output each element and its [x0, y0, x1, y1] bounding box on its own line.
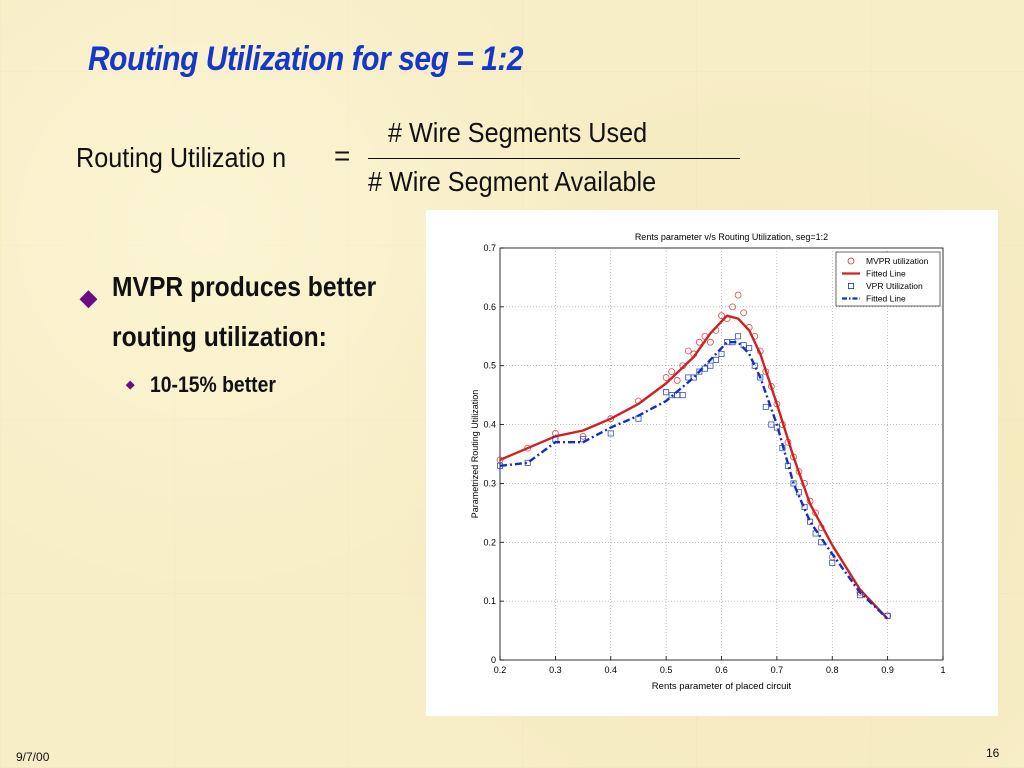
vpr-point: [712, 356, 719, 363]
x-tick-label: 0.8: [826, 665, 839, 675]
vpr-point: [679, 392, 686, 399]
x-tick-label: 0.9: [881, 665, 894, 675]
legend-entry: Fitted Line: [866, 269, 906, 279]
vpr-point: [607, 430, 614, 437]
x-tick-label: 1: [940, 665, 945, 675]
formula-lhs: Routing Utilizatio n: [76, 142, 287, 173]
footer-page-number: 16: [986, 746, 1000, 760]
sub-bullet-better-text: 10-15% better: [150, 372, 276, 397]
vpr-point: [735, 333, 742, 340]
y-axis-label: Parametrized Routing Utilization: [470, 390, 480, 519]
y-tick-label: 0: [491, 655, 496, 665]
vpr-point: [884, 612, 891, 619]
vpr-point: [690, 374, 697, 381]
y-tick-label: 0.1: [483, 596, 496, 606]
vpr-point: [762, 403, 769, 410]
formula-equals: =: [334, 140, 351, 171]
routing-utilization-formula: Routing Utilizatio n = # Wire Segments U…: [76, 114, 776, 204]
x-tick-label: 0.7: [771, 665, 784, 675]
mvpr-point: [729, 303, 736, 311]
legend-entry: MVPR utilization: [866, 256, 929, 266]
x-tick-label: 0.6: [715, 665, 728, 675]
x-tick-label: 0.4: [604, 665, 617, 675]
chart-panel: 0.2 0.3 0.4 0.5 0.6 0.7 0.8 0.9 1 0 0.1 0.2 0.3 0.4 0.…: [426, 210, 998, 716]
small-diamond-bullet-icon: ◆: [126, 379, 135, 391]
footer-date: 9/7/00: [16, 750, 50, 764]
mvpr-point: [695, 338, 703, 346]
sub-bullet-better: ◆ 10-15% better: [126, 372, 293, 398]
x-axis-label: Rents parameter of placed circuit: [652, 681, 792, 692]
vpr-point: [718, 350, 725, 357]
vpr-point: [746, 345, 753, 352]
mvpr-point: [718, 312, 725, 320]
x-tick-label: 0.5: [660, 665, 673, 675]
y-tick-label: 0.3: [483, 478, 496, 488]
bullet-mvpr-text: MVPR produces better routing utilization…: [112, 271, 377, 352]
mvpr-point: [734, 291, 742, 299]
legend-square-swatch: [847, 283, 854, 290]
series-line-1: [499, 314, 889, 620]
formula-numerator: # Wire Segments Used: [388, 117, 648, 148]
series-line-3: [499, 341, 889, 620]
purple-diamond-bullet-icon: ◆: [80, 285, 97, 310]
formula-denominator: # Wire Segment Available: [368, 166, 657, 197]
x-tick-label: 0.3: [549, 665, 562, 675]
vpr-point: [829, 559, 836, 566]
plot-area: [499, 247, 944, 661]
bullet-mvpr: ◆ MVPR produces better routing utilizati…: [80, 262, 420, 362]
mvpr-point: [740, 309, 748, 317]
mvpr-point: [673, 377, 681, 384]
formula-fraction-bar: [368, 158, 740, 159]
mvpr-point: [684, 347, 692, 355]
mvpr-point: [662, 374, 670, 381]
x-tick-label: 0.2: [494, 665, 507, 675]
mvpr-point: [668, 368, 676, 376]
vpr-point: [790, 480, 797, 487]
legend-circle-swatch: [847, 257, 855, 265]
legend-entry: Fitted Line: [866, 294, 906, 304]
mvpr-point: [707, 338, 714, 346]
y-tick-label: 0.6: [483, 302, 496, 312]
y-tick-label: 0.2: [483, 537, 496, 547]
chart-title: Rents parameter v/s Routing Utilization,…: [635, 232, 828, 242]
y-tick-label: 0.4: [483, 420, 496, 430]
vpr-point: [707, 362, 714, 369]
y-tick-label: 0.5: [483, 361, 496, 371]
legend-entry: VPR Utilization: [866, 281, 923, 291]
y-tick-label: 0.7: [483, 243, 496, 253]
mvpr-point: [607, 415, 615, 423]
slide-title: Routing Utilization for seg = 1:2: [88, 40, 524, 78]
utilization-chart: 0.2 0.3 0.4 0.5 0.6 0.7 0.8 0.9 1 0 0.1 0.2 0.3 0.4 0.…: [470, 232, 946, 692]
legend-box: [835, 251, 941, 307]
